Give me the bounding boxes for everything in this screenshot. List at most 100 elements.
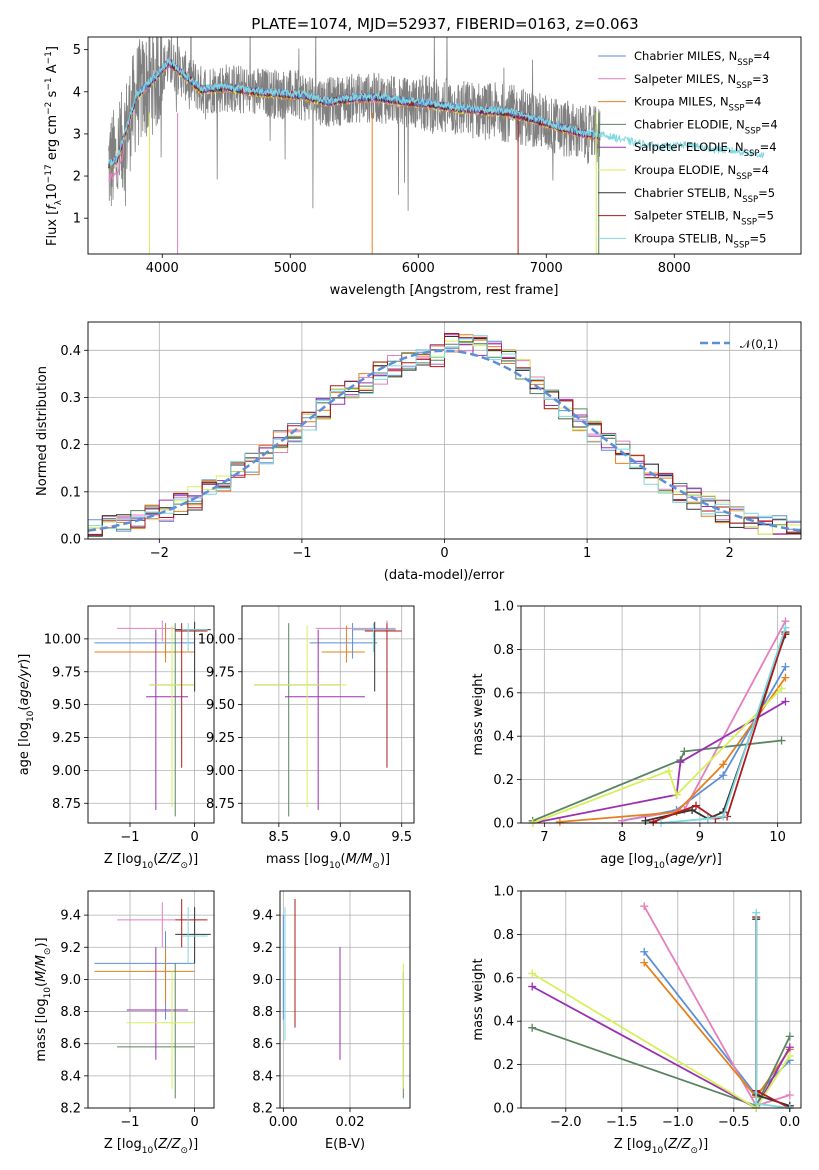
weight-marker bbox=[785, 1032, 794, 1041]
weight-marker bbox=[641, 816, 650, 825]
spectrum-panel: 4000 5000 6000 7000 8000 1 2 3 4 5 wavelength [Ang… bbox=[44, 36, 802, 298]
x-tick-label: −1 bbox=[120, 1115, 139, 1130]
y-tick-label: 8.6 bbox=[60, 1037, 81, 1052]
x-tick-label: 1 bbox=[583, 546, 591, 561]
y-tick-label: 9.25 bbox=[52, 731, 81, 746]
weight-marker bbox=[664, 766, 673, 775]
x-tick-label: 9.0 bbox=[330, 830, 351, 845]
normal-reference-curve bbox=[88, 349, 801, 532]
errorbar-data bbox=[282, 899, 404, 1099]
weight-marker bbox=[640, 958, 649, 967]
y-axis-label: mass [log10(M/M⊙)] bbox=[34, 937, 53, 1061]
weight-marker bbox=[528, 969, 537, 978]
weight-marker bbox=[676, 758, 685, 767]
axes-frame bbox=[87, 605, 215, 824]
errorbar-data bbox=[94, 620, 211, 817]
y-tick-label: 0.3 bbox=[60, 391, 81, 406]
weight-line bbox=[643, 905, 791, 1107]
legend-label: Chabrier STELIB, NSSP=5 bbox=[634, 186, 775, 205]
age-vs-metallicity-panel: −1 0 8.75 9.00 9.25 9.50 9.75 10.00 Z [log10(Z/Z… bbox=[17, 605, 215, 871]
y-tick-label: 0.2 bbox=[60, 438, 81, 453]
y-tick-label: 8.8 bbox=[252, 1005, 273, 1020]
x-axis-label: age [log10(age/yr)] bbox=[600, 852, 722, 871]
x-tick-label: −2 bbox=[150, 546, 169, 561]
weight-marker bbox=[528, 982, 537, 991]
weight-line bbox=[660, 627, 787, 824]
weight-line bbox=[652, 631, 787, 823]
x-tick-label: −2.0 bbox=[550, 1115, 582, 1130]
y-axis-label: mass weight bbox=[471, 673, 486, 755]
x-tick-label: 9.5 bbox=[391, 830, 412, 845]
weight-line bbox=[532, 739, 782, 822]
y-tick-label: 8.75 bbox=[206, 797, 235, 812]
y-tick-label: 8.4 bbox=[252, 1069, 273, 1084]
y-tick-label: 2 bbox=[73, 170, 81, 185]
y-tick-label: 1.0 bbox=[493, 885, 514, 900]
mass-vs-extinction-panel: 0.00 0.02 8.2 8.4 8.6 8.8 9.0 9.2 9.4 E(B-V) bbox=[252, 890, 411, 1152]
x-tick-label: 0 bbox=[190, 830, 198, 845]
model-spectrum-line bbox=[108, 58, 765, 167]
x-tick-label: 5000 bbox=[274, 261, 307, 276]
weight-line bbox=[532, 700, 786, 824]
weight-lines bbox=[528, 902, 794, 1112]
axes-frame bbox=[520, 605, 802, 824]
y-axis-label: mass weight bbox=[471, 958, 486, 1040]
y-tick-label: 0.1 bbox=[60, 485, 81, 500]
mass-vs-metallicity-panel: −1 0 8.2 8.4 8.6 8.8 9.0 9.2 9.4 Z [log10(Z/Z⊙)] m… bbox=[34, 890, 215, 1156]
weight-marker bbox=[719, 771, 728, 780]
x-axis-label: Z [log10(Z/Z⊙)] bbox=[104, 1137, 198, 1156]
y-tick-label: 5 bbox=[73, 43, 81, 58]
axes-frame bbox=[87, 36, 802, 255]
y-tick-label: 9.75 bbox=[52, 665, 81, 680]
y-tick-label: 9.00 bbox=[52, 764, 81, 779]
y-axis-label: Flux [fλ10−17 erg cm−2 s−1 A−1] bbox=[44, 46, 64, 246]
y-tick-label: 9.0 bbox=[252, 973, 273, 988]
y-tick-label: 9.25 bbox=[206, 731, 235, 746]
weight-marker bbox=[777, 736, 786, 745]
errorbar-data bbox=[94, 899, 211, 1099]
weight-marker bbox=[649, 817, 658, 826]
weight-marker bbox=[781, 697, 790, 706]
y-tick-label: 9.00 bbox=[206, 764, 235, 779]
weight-marker bbox=[555, 817, 564, 826]
weight-line bbox=[532, 687, 783, 824]
axes-frame bbox=[87, 890, 215, 1109]
model-spectrum-line bbox=[108, 56, 601, 168]
weight-marker bbox=[640, 902, 649, 911]
y-tick-label: 10.00 bbox=[44, 632, 81, 647]
x-tick-label: 0.00 bbox=[269, 1115, 298, 1130]
weight-marker bbox=[680, 747, 689, 756]
x-tick-label: 10 bbox=[769, 830, 786, 845]
legend-label: Kroupa MILES, NSSP=4 bbox=[634, 95, 761, 114]
x-tick-label: −1 bbox=[292, 546, 311, 561]
legend-label: Kroupa STELIB, NSSP=5 bbox=[634, 231, 766, 250]
weight-marker bbox=[752, 1099, 761, 1108]
weight-marker bbox=[785, 1090, 794, 1099]
x-tick-label: 2 bbox=[726, 546, 734, 561]
y-tick-label: 9.4 bbox=[60, 909, 81, 924]
errorbar-data bbox=[254, 620, 402, 817]
weight-marker bbox=[781, 673, 790, 682]
weight-marker bbox=[785, 1043, 794, 1052]
weight-marker bbox=[777, 684, 786, 693]
x-tick-label: 8.5 bbox=[269, 830, 290, 845]
weight-marker bbox=[781, 662, 790, 671]
weight-marker bbox=[785, 1051, 794, 1060]
axes-frame bbox=[279, 890, 411, 1109]
axes-frame bbox=[520, 890, 802, 1109]
legend-label: Chabrier MILES, NSSP=4 bbox=[634, 49, 770, 68]
legend-label: Salpeter MILES, NSSP=3 bbox=[634, 72, 769, 91]
y-tick-label: 9.75 bbox=[206, 665, 235, 680]
y-tick-label: 9.2 bbox=[60, 941, 81, 956]
y-tick-label: 0.4 bbox=[493, 1015, 514, 1030]
y-tick-label: 9.0 bbox=[60, 973, 81, 988]
x-tick-label: 0.0 bbox=[779, 1115, 800, 1130]
weight-line bbox=[643, 962, 791, 1099]
histogram-data bbox=[88, 333, 801, 537]
y-tick-label: 8.2 bbox=[60, 1102, 81, 1117]
weight-line bbox=[531, 1026, 791, 1107]
weight-marker bbox=[703, 814, 712, 823]
y-tick-label: 3 bbox=[73, 127, 81, 142]
weight-marker bbox=[672, 790, 681, 799]
